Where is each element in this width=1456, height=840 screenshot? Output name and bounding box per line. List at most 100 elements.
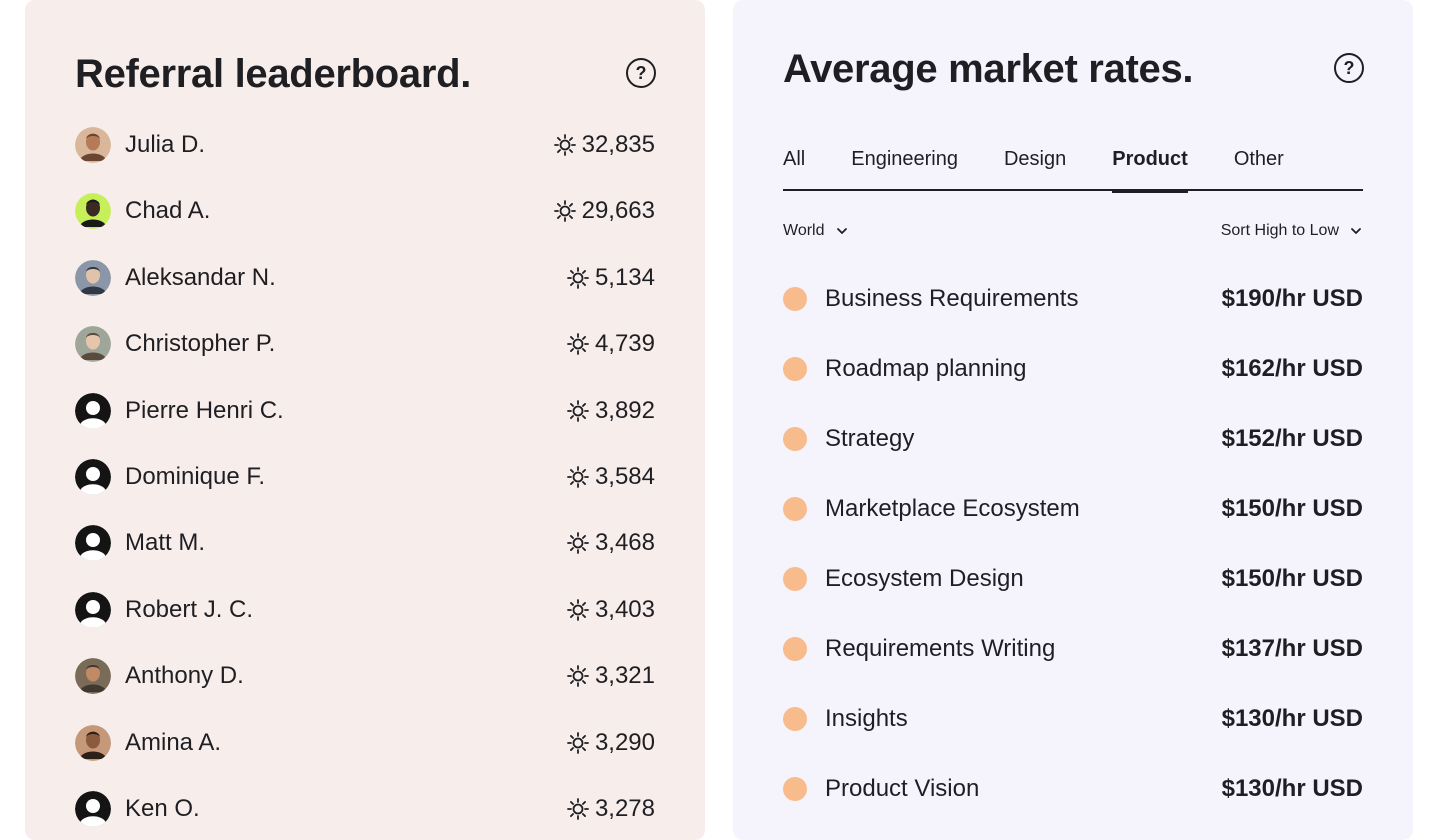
score-value: 3,278 [594, 795, 655, 822]
avatar [75, 127, 111, 163]
avatar [75, 193, 111, 230]
tab-engineering[interactable]: Engineering [851, 148, 958, 170]
sun-icon [567, 598, 595, 621]
sun-icon [553, 134, 582, 156]
sun-icon [567, 466, 595, 488]
leaderboard-row[interactable]: Chad A. 29,663 [75, 191, 655, 231]
skill-name: Business Requirements [825, 285, 1079, 312]
leaderboard-score: 32,835 [553, 131, 655, 159]
rate-value: $130/hr USD [1221, 775, 1363, 802]
leaderboard-row[interactable]: Dominique F. 3,584 [75, 457, 655, 497]
leaderboard-title: Referral leaderboard. [75, 52, 472, 96]
sun-icon [567, 798, 595, 820]
leaderboard-row[interactable]: Aleksandar N. 5,134 [75, 258, 655, 298]
leaderboard-score: 5,134 [567, 264, 655, 292]
question-circle-icon[interactable]: ? [1334, 53, 1364, 83]
skill-name: Ecosystem Design [825, 565, 1024, 592]
sun-icon [567, 333, 595, 356]
tab-product[interactable]: Product [1112, 138, 1188, 193]
leaderboard-name: Aleksandar N. [125, 263, 276, 291]
avatar [75, 259, 111, 296]
leaderboard-score: 3,290 [567, 729, 655, 757]
leaderboard-row[interactable]: Anthony D. 3,321 [75, 656, 655, 696]
leaderboard-row[interactable]: Julia D. 32,835 [75, 125, 655, 165]
sun-icon [567, 665, 595, 688]
rate-row: Marketplace Ecosystem $150/hr USD [783, 489, 1363, 529]
bullet-dot [783, 427, 807, 451]
avatar [75, 591, 111, 628]
avatar [75, 791, 111, 827]
rate-value: $130/hr USD [1221, 705, 1363, 732]
skill-name: Marketplace Ecosystem [825, 495, 1080, 522]
skill-name: Requirements Writing [825, 635, 1056, 662]
score-value: 3,290 [594, 728, 655, 756]
skill-name: Insights [825, 705, 908, 732]
leaderboard-row[interactable]: Matt M. 3,468 [75, 523, 655, 563]
score-value: 32,835 [581, 131, 655, 158]
avatar [75, 525, 111, 562]
sun-icon [567, 731, 595, 754]
avatar [75, 459, 111, 495]
score-value: 3,403 [594, 595, 655, 623]
leaderboard-score: 3,584 [567, 463, 655, 491]
skill-name: Strategy [825, 425, 915, 452]
score-value: 4,739 [594, 330, 655, 358]
sun-icon [567, 532, 595, 555]
leaderboard-name: Amina A. [125, 728, 222, 756]
bullet-dot [783, 497, 807, 521]
avatar [75, 326, 111, 363]
leaderboard-row[interactable]: Christopher P. 4,739 [75, 324, 655, 364]
bullet-dot [783, 707, 807, 731]
leaderboard-score: 3,278 [567, 795, 655, 823]
tab-other[interactable]: Other [1233, 148, 1284, 170]
leaderboard-name: Robert J. C. [125, 595, 254, 623]
bullet-dot [783, 777, 807, 801]
question-circle-icon[interactable]: ? [626, 58, 656, 88]
leaderboard-score: 29,663 [553, 197, 655, 225]
rate-row: Strategy $152/hr USD [783, 419, 1363, 459]
market-rates-panel: Average market rates. ? All Engineering … [733, 0, 1413, 840]
leaderboard-score: 3,321 [567, 662, 655, 690]
bullet-dot [783, 567, 807, 591]
tab-design[interactable]: Design [1003, 148, 1067, 170]
leaderboard-name: Matt M. [125, 529, 206, 557]
sun-icon [553, 200, 582, 223]
leaderboard-score: 3,468 [567, 529, 655, 557]
bullet-dot [783, 637, 807, 661]
score-value: 3,892 [594, 396, 655, 424]
leaderboard-name: Chad A. [125, 197, 211, 225]
skill-name: Roadmap planning [825, 355, 1027, 382]
sort-dropdown[interactable]: Sort High to Low [1221, 222, 1363, 240]
rate-row: Requirements Writing $137/hr USD [783, 629, 1363, 669]
score-value: 5,134 [594, 263, 655, 291]
leaderboard-row[interactable]: Ken O. 3,278 [75, 789, 655, 829]
rate-value: $190/hr USD [1221, 285, 1363, 312]
rate-row: Insights $130/hr USD [783, 699, 1363, 739]
rate-row: Product Vision $130/hr USD [783, 769, 1363, 809]
sort-dropdown-label: Sort High to Low [1220, 222, 1339, 239]
market-rates-title: Average market rates. [783, 47, 1194, 91]
leaderboard-row[interactable]: Pierre Henri C. 3,892 [75, 391, 655, 431]
score-value: 29,663 [581, 197, 655, 225]
rate-value: $150/hr USD [1221, 565, 1363, 592]
leaderboard-score: 4,739 [567, 330, 655, 358]
leaderboard-score: 3,403 [567, 596, 655, 624]
sun-icon [567, 399, 595, 422]
leaderboard-row[interactable]: Amina A. 3,290 [75, 723, 655, 763]
leaderboard-name: Dominique F. [125, 463, 266, 490]
sun-icon [567, 266, 595, 289]
referral-leaderboard-panel: Referral leaderboard. ? Julia D. 32,835 Ch… [25, 0, 705, 840]
rate-row: Business Requirements $190/hr USD [783, 279, 1363, 319]
avatar [75, 658, 111, 695]
bullet-dot [783, 357, 807, 381]
rate-row: Roadmap planning $162/hr USD [783, 349, 1363, 389]
leaderboard-name: Anthony D. [125, 662, 244, 690]
leaderboard-name: Pierre Henri C. [125, 396, 284, 424]
region-dropdown[interactable]: World [783, 222, 849, 240]
score-value: 3,584 [594, 463, 655, 490]
tab-all[interactable]: All [783, 148, 806, 170]
chevron-down-icon [1351, 228, 1361, 234]
leaderboard-score: 3,892 [567, 397, 655, 425]
avatar [75, 392, 111, 429]
leaderboard-row[interactable]: Robert J. C. 3,403 [75, 590, 655, 630]
